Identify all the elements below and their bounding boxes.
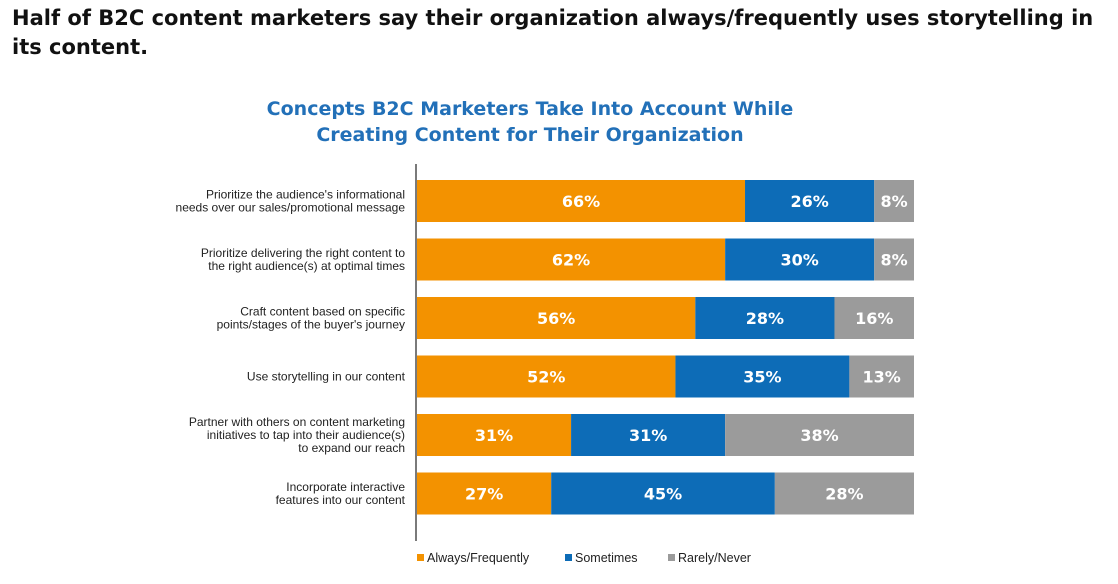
data-label-sometimes-2: 30% <box>781 251 819 270</box>
data-label-rarely-never-2: 8% <box>881 251 908 270</box>
chart-title: Concepts B2C Marketers Take Into Account… <box>240 96 820 148</box>
data-label-always-frequently-4: 52% <box>527 368 565 387</box>
category-label-6-line-1: Incorporate interactive <box>286 480 405 494</box>
bar-rarely-never-1 <box>874 180 914 222</box>
data-label-rarely-never-4: 13% <box>863 368 901 387</box>
data-label-always-frequently-1: 66% <box>562 192 600 211</box>
bar-always-frequently-6 <box>417 472 552 515</box>
category-label-5-line-1: Partner with others on content marketing <box>189 415 405 429</box>
data-label-always-frequently-5: 31% <box>475 426 513 445</box>
category-labels: Prioritize the audience's informationaln… <box>176 188 406 508</box>
bar-rarely-never-4 <box>849 355 914 398</box>
category-label-1-line-1: Prioritize the audience's informational <box>206 188 405 202</box>
category-label-1-line-2: needs over our sales/promotional message <box>176 201 406 215</box>
data-label-sometimes-4: 35% <box>743 368 781 387</box>
data-label-rarely-never-6: 28% <box>825 485 863 504</box>
data-label-rarely-never-5: 38% <box>800 426 838 445</box>
category-label-3-line-2: points/stages of the buyer's journey <box>217 318 405 332</box>
bar-always-frequently-2 <box>417 238 726 281</box>
data-label-always-frequently-2: 62% <box>552 251 590 270</box>
category-label-6-line-2: features into our content <box>276 493 406 507</box>
bars-group: 66% 26% 8% 62% 30% 8% 56% 28% 16% 52% 35% 13% 31% 31%… <box>417 180 914 515</box>
data-label-sometimes-5: 31% <box>629 426 667 445</box>
bar-always-frequently-3 <box>417 297 696 339</box>
category-label-5-line-2: initiatives to tap into their audience(s… <box>207 428 405 442</box>
bar-sometimes-2 <box>725 238 875 281</box>
legend-label-rarely-never: Rarely/Never <box>678 551 751 565</box>
legend-swatch-sometimes <box>565 554 572 561</box>
category-label-3-line-1: Craft content based on specific <box>240 305 405 319</box>
category-label-5-line-3: to expand our reach <box>298 441 405 455</box>
chart-title-line-1: Concepts B2C Marketers Take Into Account… <box>266 98 794 120</box>
data-label-sometimes-3: 28% <box>746 309 784 328</box>
headline: Half of B2C content marketers say their … <box>12 6 1094 59</box>
legend-label-always-frequently: Always/Frequently <box>427 551 530 565</box>
data-label-rarely-never-3: 16% <box>855 309 893 328</box>
data-label-always-frequently-3: 56% <box>537 309 575 328</box>
bar-sometimes-1 <box>745 180 875 222</box>
bar-rarely-never-6 <box>774 472 914 515</box>
chart-title-line-2: Creating Content for Their Organization <box>316 124 744 146</box>
legend-label-sometimes: Sometimes <box>575 551 638 565</box>
bar-sometimes-6 <box>551 472 775 515</box>
bar-rarely-never-2 <box>874 238 914 281</box>
bar-always-frequently-5 <box>417 414 572 456</box>
legend-swatch-always-frequently <box>417 554 424 561</box>
bar-rarely-never-5 <box>725 414 914 456</box>
data-label-sometimes-1: 26% <box>790 192 828 211</box>
data-label-sometimes-6: 45% <box>644 485 682 504</box>
legend-swatch-rarely-never <box>668 554 675 561</box>
bar-always-frequently-1 <box>417 180 746 222</box>
bar-rarely-never-3 <box>834 297 914 339</box>
bar-sometimes-5 <box>571 414 726 456</box>
bar-always-frequently-4 <box>417 355 676 398</box>
data-label-rarely-never-1: 8% <box>881 192 908 211</box>
category-label-4-line-1: Use storytelling in our content <box>247 370 406 384</box>
category-label-2-line-2: the right audience(s) at optimal times <box>208 259 405 273</box>
bar-sometimes-4 <box>675 355 850 398</box>
data-label-always-frequently-6: 27% <box>465 485 503 504</box>
legend: Always/Frequently Sometimes Rarely/Never <box>417 551 751 565</box>
category-label-2-line-1: Prioritize delivering the right content … <box>201 246 405 260</box>
bar-sometimes-3 <box>695 297 835 339</box>
